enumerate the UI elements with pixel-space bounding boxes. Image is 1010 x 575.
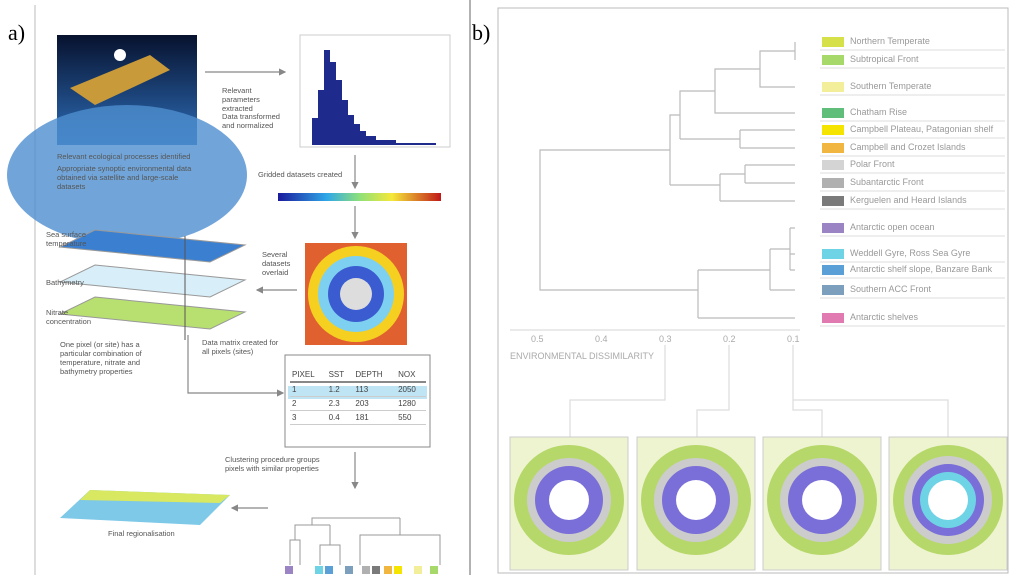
leaf-label: Northern Temperate (850, 37, 930, 46)
caption: Final regionalisation (108, 529, 208, 538)
leaf-swatch (822, 249, 844, 259)
cell: 3 (290, 411, 327, 425)
cell: 550 (396, 411, 426, 425)
satellite-image (7, 35, 247, 245)
header-cell: SST (327, 368, 354, 382)
cell: 2 (290, 397, 327, 411)
leaf-label: Weddell Gyre, Ross Sea Gyre (850, 249, 970, 258)
cell: 1 (290, 382, 327, 397)
leaf-label: Antarctic open ocean (850, 223, 935, 232)
caption: Appropriate synoptic environmental data … (57, 164, 207, 191)
leaf-label: Campbell and Crozet Islands (850, 143, 966, 152)
header-cell: DEPTH (353, 368, 396, 382)
layer-label: Bathymetry (46, 278, 96, 287)
page: {"panel_a": {"label": "a)", "satellite_c… (0, 0, 1010, 575)
cell: 203 (353, 397, 396, 411)
leaf-label: Subtropical Front (850, 55, 919, 64)
cell: 0.4 (327, 411, 354, 425)
tick-label: 0.1 (787, 335, 800, 344)
axis-label: ENVIRONMENTAL DISSIMILARITY (510, 352, 654, 361)
leaf-swatch (822, 125, 844, 135)
tick-label: 0.2 (723, 335, 736, 344)
panel-label: b) (472, 28, 490, 37)
leaf-swatch (822, 143, 844, 153)
caption: Clustering procedure groups pixels with … (225, 455, 325, 473)
leaf-swatch (822, 223, 844, 233)
leaf-label: Antarctic shelves (850, 313, 918, 322)
cell: 1280 (396, 397, 426, 411)
caption: Relevant ecological processes identified (57, 152, 207, 161)
header-cell: PIXEL (290, 368, 327, 382)
leaf-label: Southern Temperate (850, 82, 931, 91)
leaf-label: Subantarctic Front (850, 178, 924, 187)
leaf-swatch (822, 82, 844, 92)
mini-dendrogram (285, 518, 440, 574)
caption: Data transformed and normalized (222, 112, 292, 130)
tick-label: 0.3 (659, 335, 672, 344)
cell: 2050 (396, 382, 426, 397)
histogram (300, 35, 450, 147)
leaf-swatch (822, 313, 844, 323)
leaf-swatch (822, 108, 844, 118)
header-cell: NOX (396, 368, 426, 382)
leaf-label: Southern ACC Front (850, 285, 931, 294)
caption: Data matrix created for all pixels (site… (202, 338, 282, 356)
layer-label: Nitrate concentration (46, 308, 96, 326)
leaf-label: Antarctic shelf slope, Banzare Bank (850, 265, 992, 274)
leaf-swatch (822, 160, 844, 170)
panel-label: a) (8, 28, 25, 37)
cell: 181 (353, 411, 396, 425)
dendrogram (510, 42, 948, 437)
leaf-label: Chatham Rise (850, 108, 907, 117)
colorbar (278, 193, 441, 201)
leaf-label: Kerguelen and Heard Islands (850, 196, 967, 205)
leaf-label: Polar Front (850, 160, 895, 169)
leaf-swatch (822, 265, 844, 275)
overlay-map (305, 243, 407, 345)
leaf-swatch (822, 178, 844, 188)
region-maps (510, 437, 1007, 570)
leaf-swatch (822, 37, 844, 47)
caption: Relevant parameters extracted (222, 86, 282, 113)
tick-label: 0.4 (595, 335, 608, 344)
leaf-swatch (822, 55, 844, 65)
leaf-label: Campbell Plateau, Patagonian shelf (850, 125, 993, 134)
cell: 113 (353, 382, 396, 397)
cell: 2.3 (327, 397, 354, 411)
final-map (60, 490, 230, 525)
cell: 1.2 (327, 382, 354, 397)
leaf-swatch (822, 285, 844, 295)
leaf-swatch (822, 196, 844, 206)
layer-label: Sea surface temperature (46, 230, 96, 248)
caption: Gridded datasets created (258, 170, 378, 179)
caption: Several datasets overlaid (262, 250, 304, 277)
caption: One pixel (or site) has a particular com… (60, 340, 170, 376)
tick-label: 0.5 (531, 335, 544, 344)
